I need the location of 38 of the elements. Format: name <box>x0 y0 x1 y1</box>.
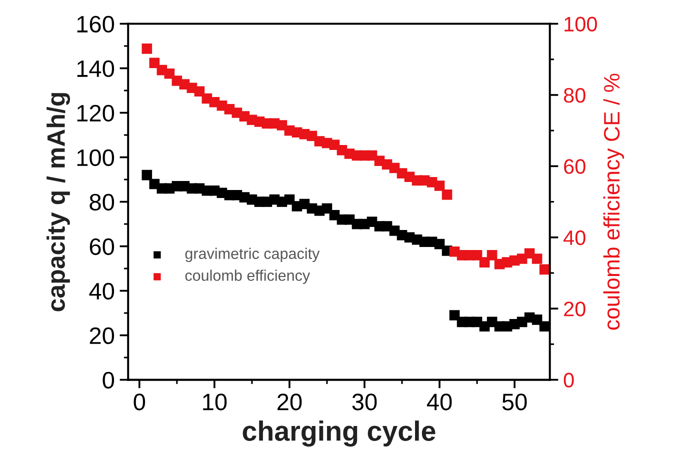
x-tick-label: 30 <box>352 394 377 410</box>
y2-tick-label: 100 <box>564 16 597 32</box>
x-tick-label: 10 <box>203 394 227 410</box>
point <box>472 250 482 260</box>
point <box>442 190 452 200</box>
y-tick-label: 20 <box>90 327 114 344</box>
point <box>434 180 445 191</box>
x-tick-label: 0 <box>134 394 146 410</box>
legend-label: coulomb efficiency <box>185 270 310 284</box>
x-axis-title: charging cycle <box>242 420 436 447</box>
y-tick-label: 140 <box>77 60 114 78</box>
y-tick-label: 160 <box>77 16 114 33</box>
y-axis-title: capacity q / mAh/g <box>46 93 70 312</box>
y-tick-label: 0 <box>102 372 114 389</box>
point <box>142 170 152 180</box>
point <box>539 321 550 332</box>
y2-tick-label: 80 <box>564 88 586 103</box>
y-tick-label: 80 <box>90 194 114 211</box>
point <box>539 264 550 275</box>
y2-tick-label: 20 <box>564 302 586 316</box>
y-tick-label: 120 <box>77 104 114 122</box>
y-tick-label: 60 <box>90 238 114 256</box>
y-tick-label: 100 <box>77 149 114 166</box>
x-tick-label: 50 <box>502 394 527 410</box>
point <box>449 310 460 320</box>
y2-tick-label: 0 <box>564 372 574 388</box>
y-tick-label: 40 <box>89 282 114 300</box>
point <box>142 44 152 54</box>
point <box>486 250 498 260</box>
x-tick-label: 40 <box>426 394 452 410</box>
point <box>164 68 175 79</box>
y2-axis-title: coulomb efficiency CE / % <box>603 74 624 330</box>
point <box>532 254 542 264</box>
legend-label: gravimetric capacity <box>185 248 320 262</box>
point <box>479 257 490 268</box>
y2-tick-label: 60 <box>564 159 586 174</box>
y2-tick-label: 40 <box>563 230 586 246</box>
x-tick-label: 20 <box>278 394 302 410</box>
